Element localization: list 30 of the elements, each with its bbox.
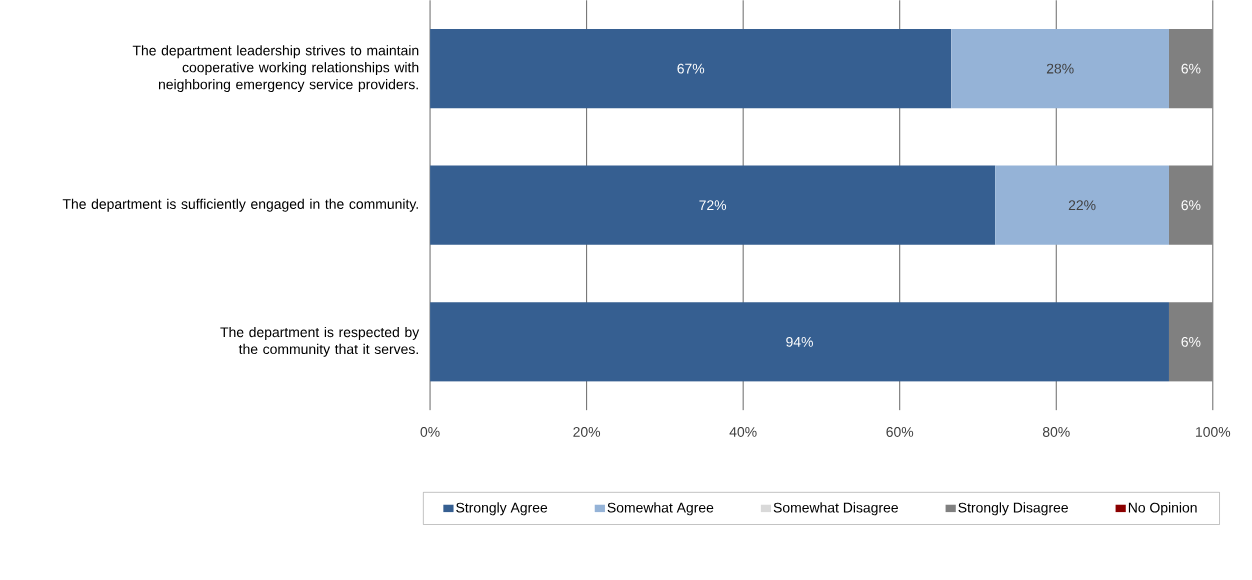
data-label: 22% [1068, 200, 1096, 210]
bar [951, 28, 1169, 109]
x-tick-label: 20% [573, 426, 601, 437]
y-tick-label: The department is respected by the community that it serves. [220, 326, 420, 357]
legend-label: No Opinion [1128, 502, 1197, 516]
data-label: 67% [677, 63, 705, 74]
x-tick-label: 40% [729, 426, 757, 437]
bar [1168, 28, 1213, 109]
x-tick-label: 60% [886, 426, 914, 437]
data-label: 6% [1181, 63, 1201, 74]
x-tick-label: 80% [1042, 426, 1070, 437]
bar [430, 302, 1169, 382]
bar [430, 165, 996, 245]
y-tick-label: The department is sufficiently engaged in the community. [62, 198, 418, 212]
bar [995, 165, 1169, 245]
x-tick-label: 0% [420, 426, 440, 437]
data-label: 28% [1046, 63, 1074, 74]
x-tick-label: 100% [1196, 426, 1231, 437]
data-label: 6% [1181, 200, 1201, 211]
legend-label: Strongly Agree [456, 502, 548, 516]
y-tick-label: The department leadership strives to maintain cooperative working relationships with neighboring emergency service providers. [132, 45, 419, 92]
data-label: 6% [1181, 336, 1201, 347]
bar [1168, 302, 1213, 382]
legend-label: Strongly Disagree [958, 502, 1068, 516]
data-label: 94% [786, 336, 813, 347]
bar [430, 28, 952, 109]
legend-label: Somewhat Disagree [773, 502, 898, 516]
bar [1168, 165, 1213, 245]
data-label: 72% [699, 200, 727, 210]
legend-label: Somewhat Agree [607, 502, 714, 516]
